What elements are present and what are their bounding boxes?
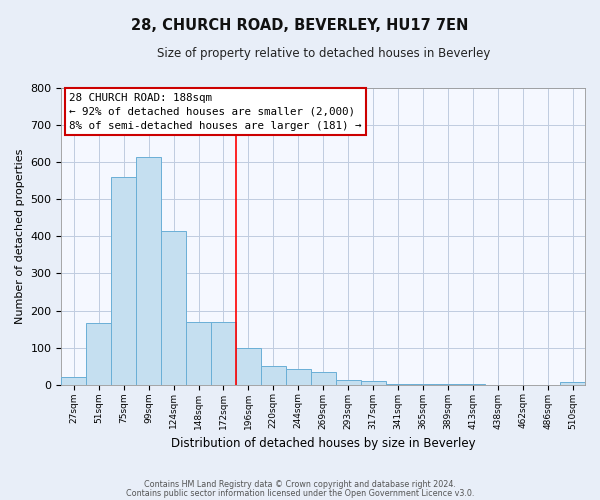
Bar [136,156,161,384]
Bar [186,322,211,384]
Text: Contains public sector information licensed under the Open Government Licence v3: Contains public sector information licen… [126,488,474,498]
Bar [211,322,236,384]
Bar [261,366,286,384]
Bar [161,231,186,384]
Title: Size of property relative to detached houses in Beverley: Size of property relative to detached ho… [157,48,490,60]
Bar [286,369,311,384]
X-axis label: Distribution of detached houses by size in Beverley: Distribution of detached houses by size … [171,437,476,450]
Text: 28 CHURCH ROAD: 188sqm
← 92% of detached houses are smaller (2,000)
8% of semi-d: 28 CHURCH ROAD: 188sqm ← 92% of detached… [69,92,362,130]
Bar [236,348,261,385]
Bar [111,177,136,384]
Text: 28, CHURCH ROAD, BEVERLEY, HU17 7EN: 28, CHURCH ROAD, BEVERLEY, HU17 7EN [131,18,469,32]
Bar [560,382,585,384]
Bar [311,372,335,384]
Bar [361,381,386,384]
Bar [335,380,361,384]
Text: Contains HM Land Registry data © Crown copyright and database right 2024.: Contains HM Land Registry data © Crown c… [144,480,456,489]
Bar [86,324,111,384]
Y-axis label: Number of detached properties: Number of detached properties [15,148,25,324]
Bar [61,377,86,384]
